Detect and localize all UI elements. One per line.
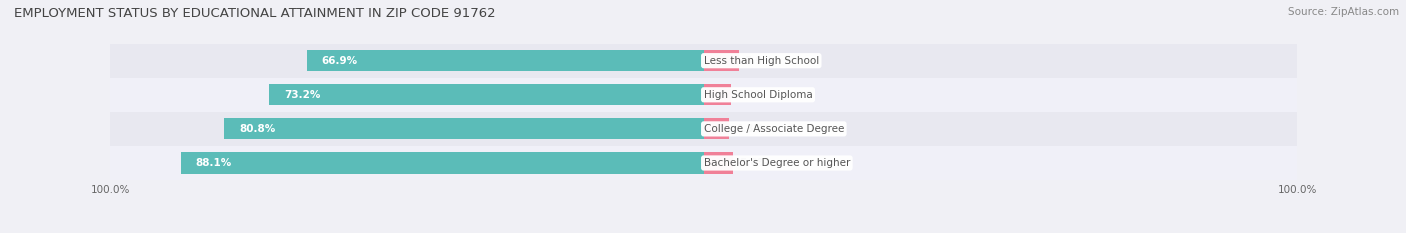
Text: 4.3%: 4.3%: [735, 124, 765, 134]
Bar: [703, 84, 731, 105]
Text: 66.9%: 66.9%: [322, 56, 357, 66]
Bar: [703, 78, 1296, 112]
Text: Bachelor's Degree or higher: Bachelor's Degree or higher: [703, 158, 851, 168]
Text: 73.2%: 73.2%: [284, 90, 321, 100]
Bar: [224, 118, 703, 140]
Text: Source: ZipAtlas.com: Source: ZipAtlas.com: [1288, 7, 1399, 17]
Bar: [181, 152, 703, 174]
Text: 80.8%: 80.8%: [239, 124, 276, 134]
Bar: [703, 152, 734, 174]
Text: College / Associate Degree: College / Associate Degree: [703, 124, 844, 134]
Text: 4.6%: 4.6%: [737, 90, 766, 100]
Bar: [270, 84, 703, 105]
Bar: [703, 146, 1296, 180]
Bar: [110, 112, 703, 146]
Text: 5.9%: 5.9%: [745, 56, 773, 66]
Text: High School Diploma: High School Diploma: [703, 90, 813, 100]
Bar: [703, 50, 738, 71]
Bar: [703, 112, 1296, 146]
Text: 5.0%: 5.0%: [740, 158, 768, 168]
Bar: [110, 44, 703, 78]
Text: Less than High School: Less than High School: [703, 56, 818, 66]
Bar: [703, 44, 1296, 78]
Bar: [110, 146, 703, 180]
Text: EMPLOYMENT STATUS BY EDUCATIONAL ATTAINMENT IN ZIP CODE 91762: EMPLOYMENT STATUS BY EDUCATIONAL ATTAINM…: [14, 7, 496, 20]
Bar: [307, 50, 703, 71]
Text: 88.1%: 88.1%: [195, 158, 232, 168]
Bar: [703, 118, 730, 140]
Bar: [110, 78, 703, 112]
